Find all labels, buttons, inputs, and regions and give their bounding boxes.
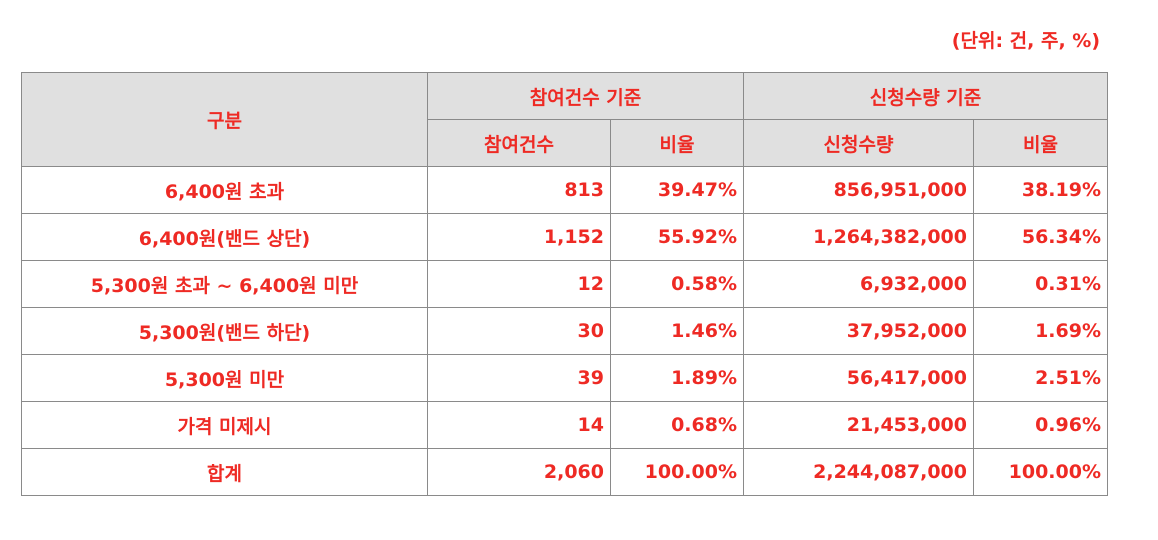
row-count-ratio: 1.89%	[610, 354, 744, 402]
row-count-ratio: 100.00%	[610, 448, 744, 496]
header-count-ratio: 비율	[610, 119, 744, 167]
row-label: 6,400원 초과	[21, 166, 428, 214]
row-quantity-ratio: 1.69%	[973, 307, 1108, 355]
row-count: 2,060	[427, 448, 611, 496]
row-label: 합계	[21, 448, 428, 496]
row-count: 39	[427, 354, 611, 402]
row-quantity: 1,264,382,000	[743, 213, 974, 261]
row-label: 6,400원(밴드 상단)	[21, 213, 428, 261]
row-quantity-ratio: 100.00%	[973, 448, 1108, 496]
row-quantity-ratio: 38.19%	[973, 166, 1108, 214]
row-quantity: 856,951,000	[743, 166, 974, 214]
row-quantity-ratio: 0.96%	[973, 401, 1108, 449]
row-quantity: 6,932,000	[743, 260, 974, 308]
header-count: 참여건수	[427, 119, 611, 167]
row-label: 가격 미제시	[21, 401, 428, 449]
row-count-ratio: 0.68%	[610, 401, 744, 449]
row-quantity-ratio: 2.51%	[973, 354, 1108, 402]
header-row-sub: 참여건수 비율 신청수량 비율	[22, 119, 1108, 167]
row-count-ratio: 39.47%	[610, 166, 744, 214]
row-count-ratio: 0.58%	[610, 260, 744, 308]
header-quantity: 신청수량	[743, 119, 974, 167]
table-row: 6,400원(밴드 상단) 1,152 55.92% 1,264,382,000…	[21, 213, 1108, 261]
row-count: 12	[427, 260, 611, 308]
table-row: 6,400원 초과 813 39.47% 856,951,000 38.19%	[21, 166, 1108, 214]
row-count: 1,152	[427, 213, 611, 261]
table-row: 5,300원 초과 ~ 6,400원 미만 12 0.58% 6,932,000…	[21, 260, 1108, 308]
header-group-quantity: 신청수량 기준	[743, 72, 1108, 120]
row-count-ratio: 55.92%	[610, 213, 744, 261]
row-count: 813	[427, 166, 611, 214]
row-quantity-ratio: 0.31%	[973, 260, 1108, 308]
row-count: 30	[427, 307, 611, 355]
header-category: 구분	[21, 72, 428, 167]
header-group-count: 참여건수 기준	[427, 72, 744, 120]
row-label: 5,300원 초과 ~ 6,400원 미만	[21, 260, 428, 308]
header-quantity-ratio: 비율	[973, 119, 1108, 167]
table-row: 5,300원 미만 39 1.89% 56,417,000 2.51%	[21, 354, 1108, 402]
row-count-ratio: 1.46%	[610, 307, 744, 355]
table-row-total: 합계 2,060 100.00% 2,244,087,000 100.00%	[21, 448, 1108, 496]
row-label: 5,300원(밴드 하단)	[21, 307, 428, 355]
row-quantity: 21,453,000	[743, 401, 974, 449]
header-row-group: 구분 참여건수 기준 신청수량 기준	[21, 72, 1108, 167]
table-row: 가격 미제시 14 0.68% 21,453,000 0.96%	[21, 401, 1108, 449]
demand-forecast-table: 구분 참여건수 기준 신청수량 기준 참여건수 비율 신청수량 비율 6,400…	[21, 72, 1108, 496]
unit-note: (단위: 건, 주, %)	[951, 30, 1100, 52]
row-quantity: 2,244,087,000	[743, 448, 974, 496]
row-label: 5,300원 미만	[21, 354, 428, 402]
row-quantity: 56,417,000	[743, 354, 974, 402]
table-header: 구분 참여건수 기준 신청수량 기준 참여건수 비율 신청수량 비율	[21, 72, 1108, 167]
row-quantity: 37,952,000	[743, 307, 974, 355]
row-count: 14	[427, 401, 611, 449]
row-quantity-ratio: 56.34%	[973, 213, 1108, 261]
table-row: 5,300원(밴드 하단) 30 1.46% 37,952,000 1.69%	[21, 307, 1108, 355]
table-body: 6,400원 초과 813 39.47% 856,951,000 38.19% …	[21, 166, 1108, 496]
